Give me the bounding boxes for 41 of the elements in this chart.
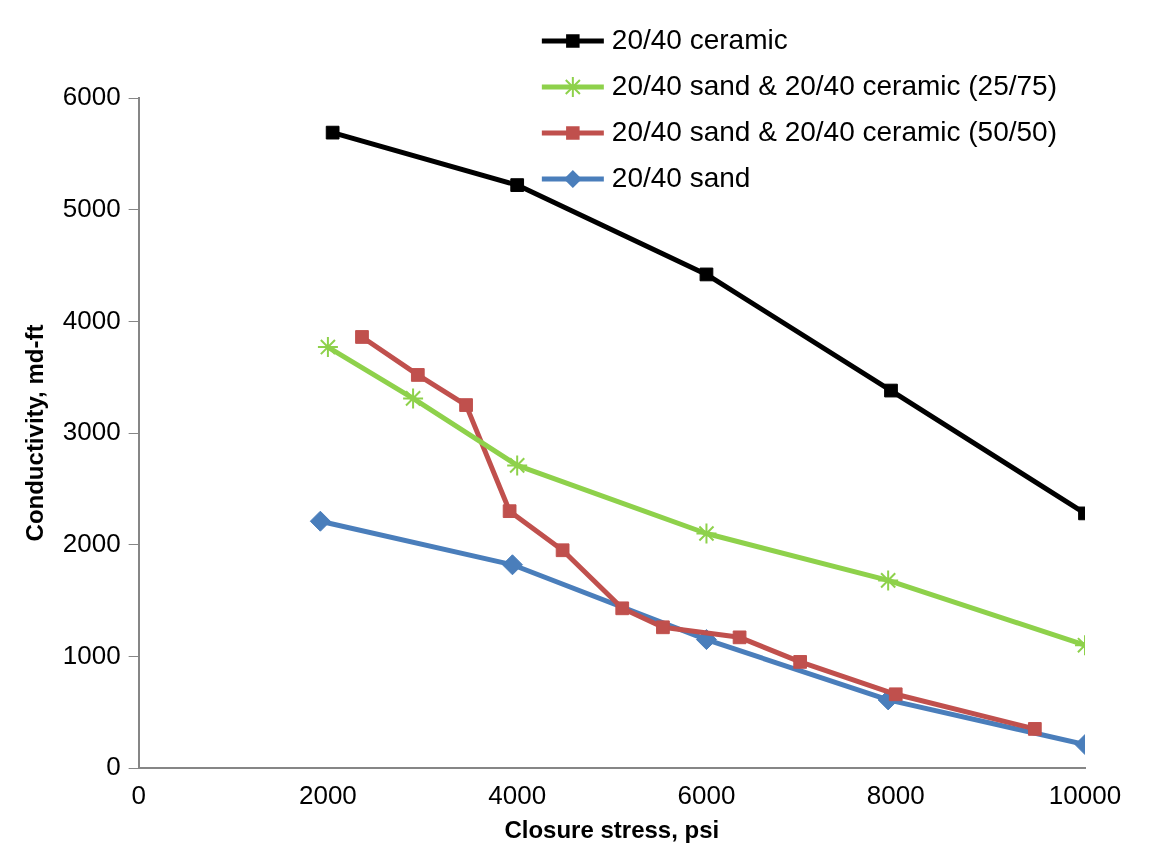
point [888,687,903,702]
point [884,383,898,398]
point [410,368,425,382]
point [510,178,525,192]
point [459,398,473,412]
x-tick-label: 10000 [1048,779,1122,810]
point [402,387,425,410]
y-tick-label: 4000 [62,304,121,335]
legend-label: 20/40 sand [611,161,751,193]
point [316,336,339,359]
y-tick-label: 0 [106,751,121,782]
point [502,504,517,519]
point [699,267,714,282]
point [501,554,523,576]
legend-label: 20/40 sand & 20/40 ceramic (25/75) [611,69,1057,101]
point [506,454,529,477]
legend-label: 20/40 sand & 20/40 ceramic (50/50) [611,115,1057,147]
point [325,125,340,140]
point [656,620,670,635]
point [695,522,718,545]
y-tick-label: 6000 [62,81,121,112]
point [1027,722,1042,736]
point [355,330,369,344]
x-tick-label: 8000 [866,779,925,810]
x-tick-label: 2000 [298,779,357,810]
y-tick-label: 3000 [62,416,121,447]
y-axis-title: Conductivity, md-ft [21,324,49,542]
x-tick-label: 4000 [488,779,547,810]
legend-label: 20/40 ceramic [611,23,788,55]
point [877,569,900,592]
point [615,601,630,616]
x-tick-label: 0 [131,779,146,810]
x-tick-label: 6000 [677,779,736,810]
y-tick-label: 1000 [62,639,121,670]
point [732,630,747,645]
point [555,543,570,558]
x-axis-title: Closure stress, psi [504,816,720,844]
y-tick-label: 2000 [62,527,121,558]
point [309,510,331,532]
point [793,655,808,669]
y-tick-label: 5000 [62,192,121,223]
